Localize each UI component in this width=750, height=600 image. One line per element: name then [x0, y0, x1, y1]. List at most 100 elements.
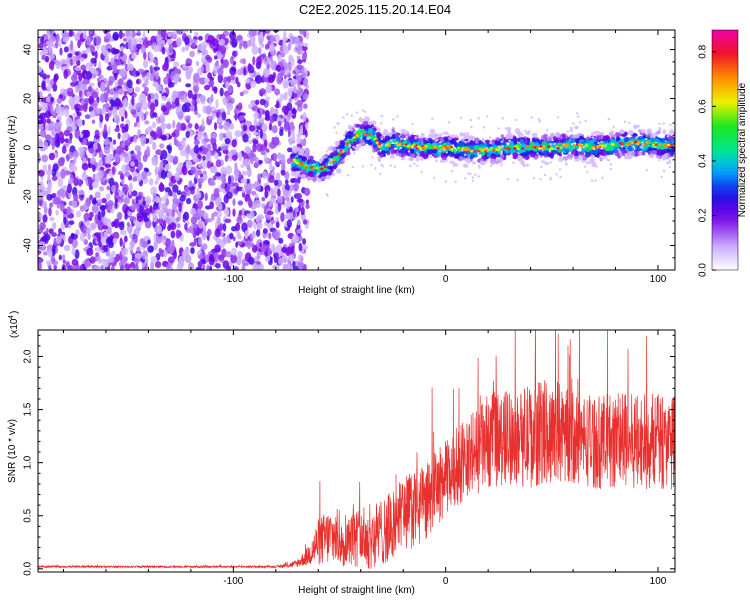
- faint-speckle: [359, 143, 362, 146]
- noise-speckle: [261, 123, 268, 133]
- noise-speckle: [276, 100, 280, 108]
- noise-speckle: [184, 44, 190, 52]
- signal-speckle: [567, 153, 574, 158]
- signal-speckle: [588, 140, 594, 145]
- noise-speckle: [104, 163, 112, 168]
- noise-speckle: [90, 57, 97, 64]
- noise-speckle: [256, 264, 263, 270]
- faint-speckle: [445, 151, 448, 154]
- faint-speckle: [532, 135, 535, 138]
- faint-speckle: [444, 180, 447, 183]
- noise-speckle: [246, 213, 251, 219]
- noise-speckle: [72, 125, 77, 131]
- noise-speckle: [300, 206, 305, 216]
- noise-speckle: [220, 45, 227, 55]
- faint-speckle: [489, 141, 493, 145]
- noise-speckle: [138, 94, 143, 104]
- signal-peak: [320, 167, 324, 171]
- faint-speckle: [586, 170, 589, 173]
- signal-speckle: [367, 127, 374, 132]
- noise-speckle: [286, 219, 292, 228]
- noise-speckle: [48, 125, 52, 131]
- noise-speckle: [275, 172, 281, 182]
- signal-speckle: [457, 142, 464, 148]
- signal-speckle: [666, 148, 671, 153]
- faint-speckle: [361, 109, 364, 112]
- noise-speckle: [298, 235, 303, 242]
- noise-speckle: [130, 267, 134, 270]
- noise-speckle: [181, 141, 186, 149]
- noise-speckle: [129, 204, 136, 211]
- noise-speckle: [154, 99, 159, 107]
- noise-speckle: [188, 262, 194, 270]
- noise-speckle: [93, 265, 101, 270]
- signal-speckle: [509, 133, 514, 140]
- noise-speckle: [251, 190, 257, 196]
- noise-speckle: [202, 225, 207, 233]
- noise-speckle: [283, 108, 289, 116]
- faint-speckle: [345, 113, 349, 116]
- faint-speckle: [546, 128, 549, 132]
- noise-speckle: [38, 104, 42, 110]
- noise-speckle: [67, 87, 73, 92]
- faint-speckle: [508, 139, 511, 143]
- noise-speckle: [244, 229, 249, 240]
- signal-speckle: [427, 137, 433, 141]
- noise-speckle: [73, 155, 77, 165]
- noise-speckle: [209, 181, 216, 186]
- noise-speckle: [248, 103, 254, 110]
- noise-speckle: [58, 157, 65, 167]
- noise-speckle: [55, 104, 61, 114]
- noise-speckle: [170, 104, 177, 109]
- noise-speckle: [107, 200, 114, 207]
- faint-speckle: [459, 116, 463, 120]
- noise-speckle: [121, 178, 125, 185]
- noise-speckle: [121, 133, 129, 141]
- signal-speckle: [558, 153, 563, 157]
- noise-speckle: [168, 244, 175, 254]
- noise-speckle: [214, 188, 220, 195]
- noise-speckle: [243, 158, 250, 168]
- noise-speckle: [189, 130, 194, 137]
- noise-speckle: [167, 171, 173, 178]
- noise-speckle: [55, 33, 60, 42]
- noise-speckle: [178, 202, 182, 212]
- signal-speckle: [484, 139, 491, 144]
- noise-speckle: [52, 110, 56, 117]
- noise-speckle: [103, 244, 109, 253]
- noise-speckle: [129, 261, 136, 270]
- noise-speckle: [63, 46, 69, 53]
- noise-speckle: [83, 239, 89, 245]
- signal-speckle: [658, 126, 662, 131]
- signal-speckle: [290, 161, 295, 167]
- signal-speckle: [585, 152, 591, 158]
- signal-speckle: [568, 134, 573, 139]
- noise-speckle: [133, 122, 138, 128]
- faint-speckle: [537, 118, 540, 121]
- noise-speckle: [89, 256, 96, 264]
- noise-speckle: [88, 216, 93, 221]
- noise-speckle: [102, 49, 110, 57]
- noise-speckle: [57, 177, 64, 188]
- colorbar-tick-label: 0.8: [698, 44, 709, 58]
- faint-speckle: [447, 133, 450, 136]
- noise-speckle: [265, 84, 273, 94]
- noise-speckle: [234, 50, 238, 57]
- noise-speckle: [61, 145, 67, 154]
- noise-speckle: [44, 55, 49, 63]
- noise-speckle: [194, 110, 199, 116]
- noise-speckle: [172, 184, 179, 193]
- noise-speckle: [96, 234, 100, 242]
- signal-speckle: [658, 149, 662, 154]
- noise-speckle: [111, 166, 116, 176]
- noise-speckle: [59, 47, 63, 56]
- noise-speckle: [186, 144, 191, 154]
- noise-speckle: [46, 118, 51, 124]
- noise-speckle: [184, 223, 188, 231]
- signal-speckle: [542, 150, 548, 155]
- signal-peak: [516, 147, 520, 151]
- noise-speckle: [296, 64, 303, 70]
- faint-speckle: [547, 135, 550, 138]
- signal-speckle: [419, 157, 424, 161]
- noise-speckle: [67, 138, 73, 144]
